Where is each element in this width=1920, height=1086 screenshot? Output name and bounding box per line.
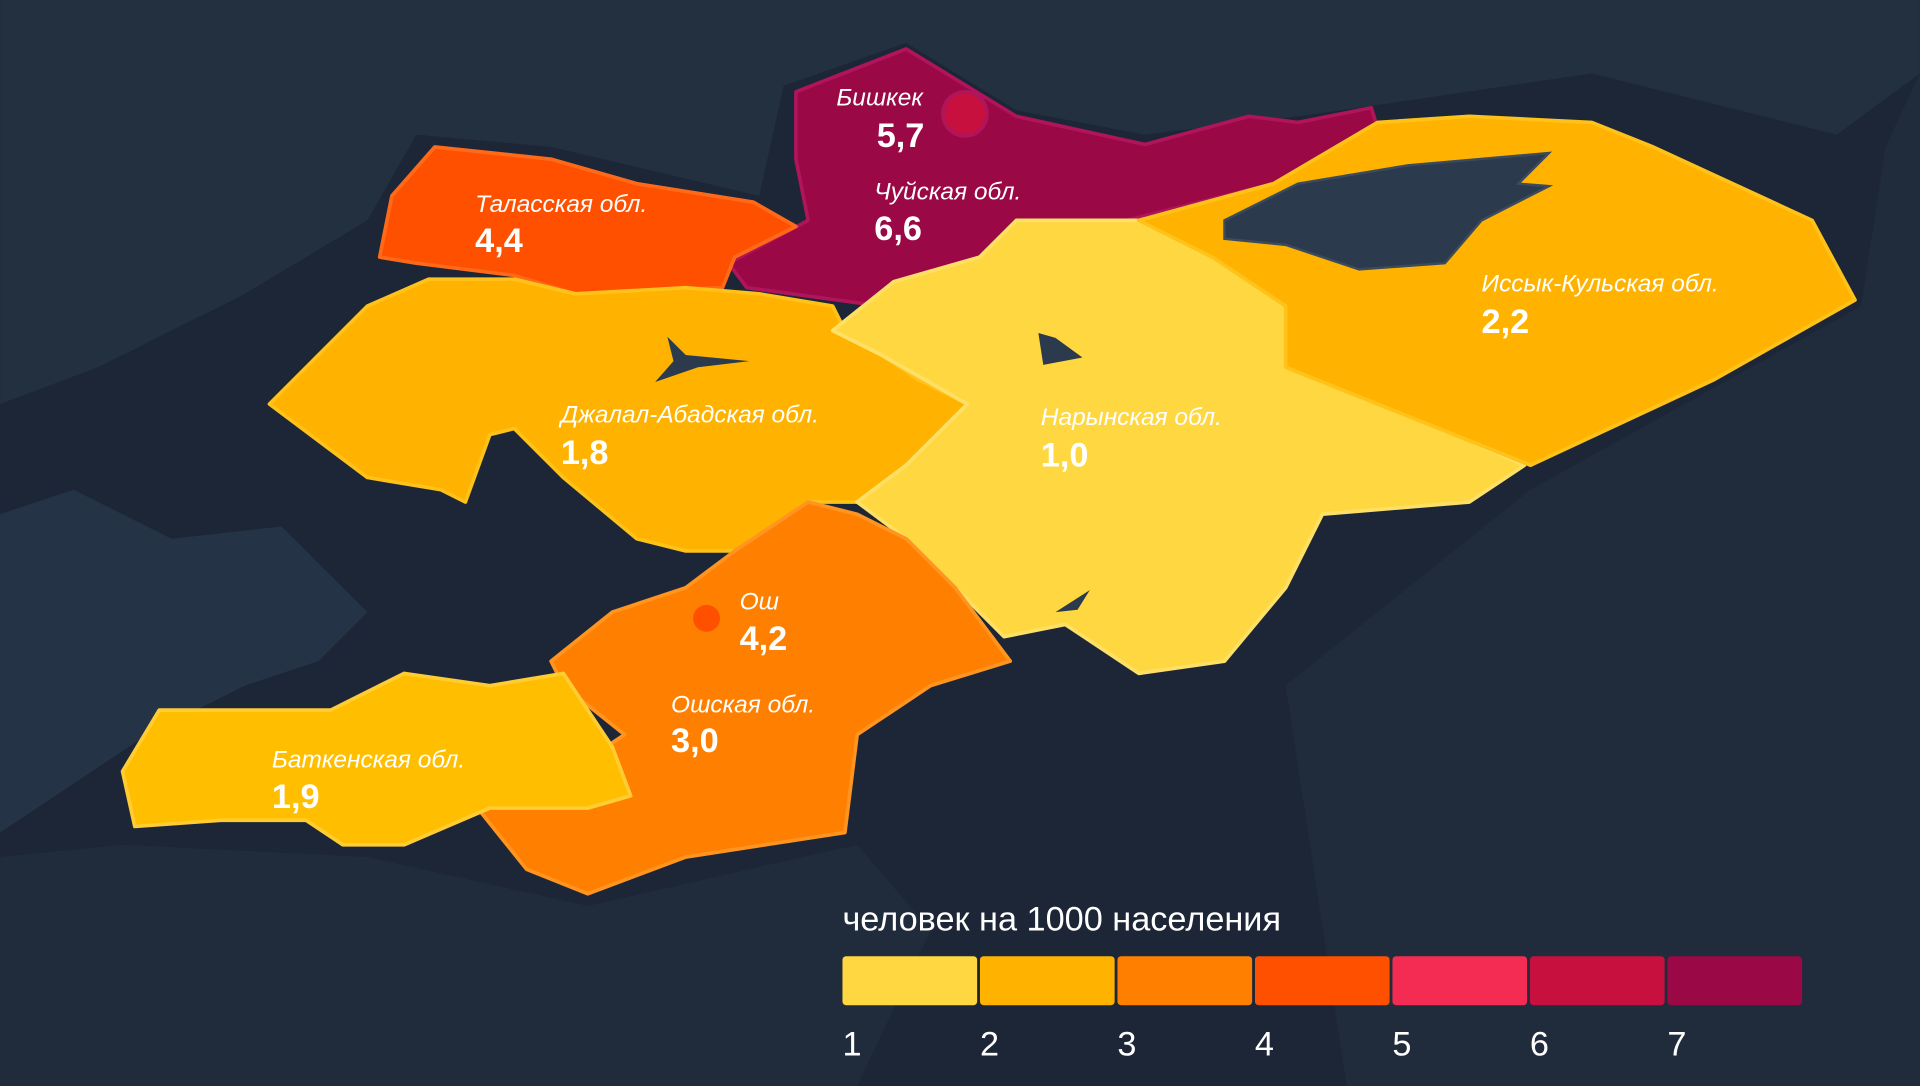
label-naryn-value: 1,0	[1041, 436, 1089, 474]
legend-swatch	[1392, 956, 1528, 1006]
region-batken[interactable]	[120, 671, 633, 847]
label-osh-city-value: 4,2	[740, 620, 788, 658]
legend-swatch	[1117, 956, 1253, 1006]
label-jalal-abad-name: Джалал-Абадская обл.	[558, 401, 819, 428]
label-osh-city-name: Ош	[740, 589, 779, 616]
legend-tick: 2	[980, 1025, 999, 1063]
legend-swatch	[1254, 956, 1390, 1006]
label-naryn-name: Нарынская обл.	[1041, 404, 1222, 431]
region-naryn[interactable]	[830, 218, 1527, 676]
legend-swatch	[979, 956, 1115, 1006]
neighbor-country-china	[1285, 73, 1920, 1086]
legend-tick: 7	[1667, 1025, 1686, 1063]
legend-tick: 1	[842, 1025, 861, 1063]
label-chuy-value: 6,6	[874, 210, 922, 248]
bishkek-dot[interactable]	[941, 89, 989, 138]
lake-chatyr-kol	[1055, 590, 1090, 613]
label-issyk-kul-value: 2,2	[1482, 303, 1530, 341]
label-jalal-abad-value: 1,8	[561, 434, 609, 472]
label-bishkek-name: Бишкек	[836, 84, 924, 111]
label-chuy-name: Чуйская обл.	[874, 179, 1021, 206]
label-osh-region-name: Ошская обл.	[671, 692, 815, 719]
legend-title: человек на 1000 населения	[842, 901, 1281, 939]
legend-tick: 6	[1530, 1025, 1549, 1063]
neighbor-country-tajikistan	[0, 844, 931, 1086]
legend-tick: 5	[1392, 1025, 1411, 1063]
legend-swatch	[842, 956, 978, 1006]
label-talas-value: 4,4	[475, 222, 523, 260]
neighbor-country-uzbekistan	[0, 489, 368, 833]
label-bishkek-value: 5,7	[877, 117, 925, 155]
legend: человек на 1000 населения 1 2 3 4 5 6 7	[842, 901, 1803, 1063]
osh-dot[interactable]	[693, 604, 721, 632]
legend-swatch	[1529, 956, 1665, 1006]
region-talas[interactable]	[377, 145, 798, 296]
legend-swatch	[1667, 956, 1803, 1006]
legend-tick: 4	[1255, 1025, 1274, 1063]
legend-tick: 3	[1117, 1025, 1136, 1063]
lake-issyk-kul	[1223, 151, 1554, 271]
label-issyk-kul-name: Иссык-Кульская обл.	[1482, 270, 1719, 297]
label-batken-value: 1,9	[272, 778, 320, 816]
label-talas-name: Таласская обл.	[475, 191, 647, 218]
lake-song-kol	[1038, 333, 1083, 365]
label-osh-region-value: 3,0	[671, 722, 719, 760]
label-batken-name: Баткенская обл.	[272, 747, 465, 774]
neighbor-country-kazakhstan	[0, 0, 1920, 405]
lake-toktogul	[655, 336, 750, 382]
